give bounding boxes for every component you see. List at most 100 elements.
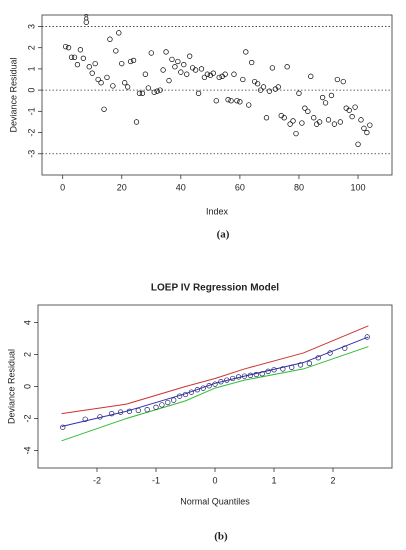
point [113,48,119,54]
y-tick-label: 0 [22,384,32,389]
point [166,77,172,84]
x-axis-label: Index [206,206,229,216]
point [275,84,281,90]
y-axis-label: Deviance Residual [8,57,18,132]
point [97,414,103,420]
point [280,366,286,372]
point [284,64,290,70]
point [281,115,287,121]
point [260,84,267,90]
point [296,90,302,96]
point [355,141,361,147]
point [127,58,134,65]
envelope-line [61,336,369,427]
point [327,350,333,356]
x-tick-label: 0 [60,182,65,192]
point [297,362,304,368]
x-tick-label: 40 [176,182,186,192]
point [235,374,242,380]
point [62,43,69,50]
point [71,54,78,60]
point [159,402,165,408]
point [204,71,211,77]
point [98,80,104,86]
y-tick-label: -2 [22,414,32,422]
y-tick-label: 2 [22,352,32,357]
point [249,59,255,66]
x-tick-label: 1 [271,475,276,485]
point [95,76,101,83]
point [104,74,110,81]
point [126,408,133,414]
point [172,64,178,70]
point [144,407,150,413]
point [60,424,66,430]
point [157,87,163,93]
x-axis-label: Normal Quantiles [180,496,250,506]
y-tick-label: 1 [26,66,36,71]
point [148,50,154,56]
point [117,409,124,415]
point [154,88,160,94]
point [171,397,177,403]
point [181,62,187,68]
point [364,129,370,136]
point [352,104,358,110]
point [80,55,87,61]
point [136,90,143,96]
point [122,80,128,86]
point [107,36,113,42]
point [290,118,296,124]
point [195,90,202,96]
point [293,130,299,137]
point [200,385,206,391]
point [269,65,276,71]
x-tick-label: 20 [117,182,127,192]
y-tick-label: 0 [26,88,36,93]
point [188,389,195,395]
x-tick-label: 100 [351,182,366,192]
point [206,383,212,389]
plot-box [41,14,393,176]
y-tick-label: 4 [22,320,32,325]
envelope-line [61,346,369,442]
point [308,73,314,79]
point [135,407,141,414]
y-tick-label: -1 [26,107,36,115]
point [247,372,254,378]
point [213,98,219,104]
point [145,85,151,91]
point [243,49,249,55]
point [198,66,205,72]
y-tick-label: 2 [26,45,36,50]
point [130,57,137,64]
point [82,416,88,422]
point [364,334,370,340]
point [287,121,293,127]
point [263,115,270,121]
point [305,108,311,114]
point [133,119,140,125]
point [83,19,89,25]
point [160,67,166,73]
point [92,60,98,67]
point [367,122,373,128]
point [361,125,367,131]
point [319,94,326,101]
point [165,399,171,406]
point [182,391,189,398]
point [153,404,159,410]
point [201,74,208,81]
x-tick-label: 60 [235,182,245,192]
point [253,371,259,378]
point [218,379,224,385]
point [74,62,81,68]
point [216,74,222,81]
point [331,121,338,127]
point [342,345,348,351]
caption: (b) [214,531,228,543]
y-tick-label: 3 [26,24,36,29]
point-annotation: 8 [84,13,89,23]
point [110,83,116,89]
